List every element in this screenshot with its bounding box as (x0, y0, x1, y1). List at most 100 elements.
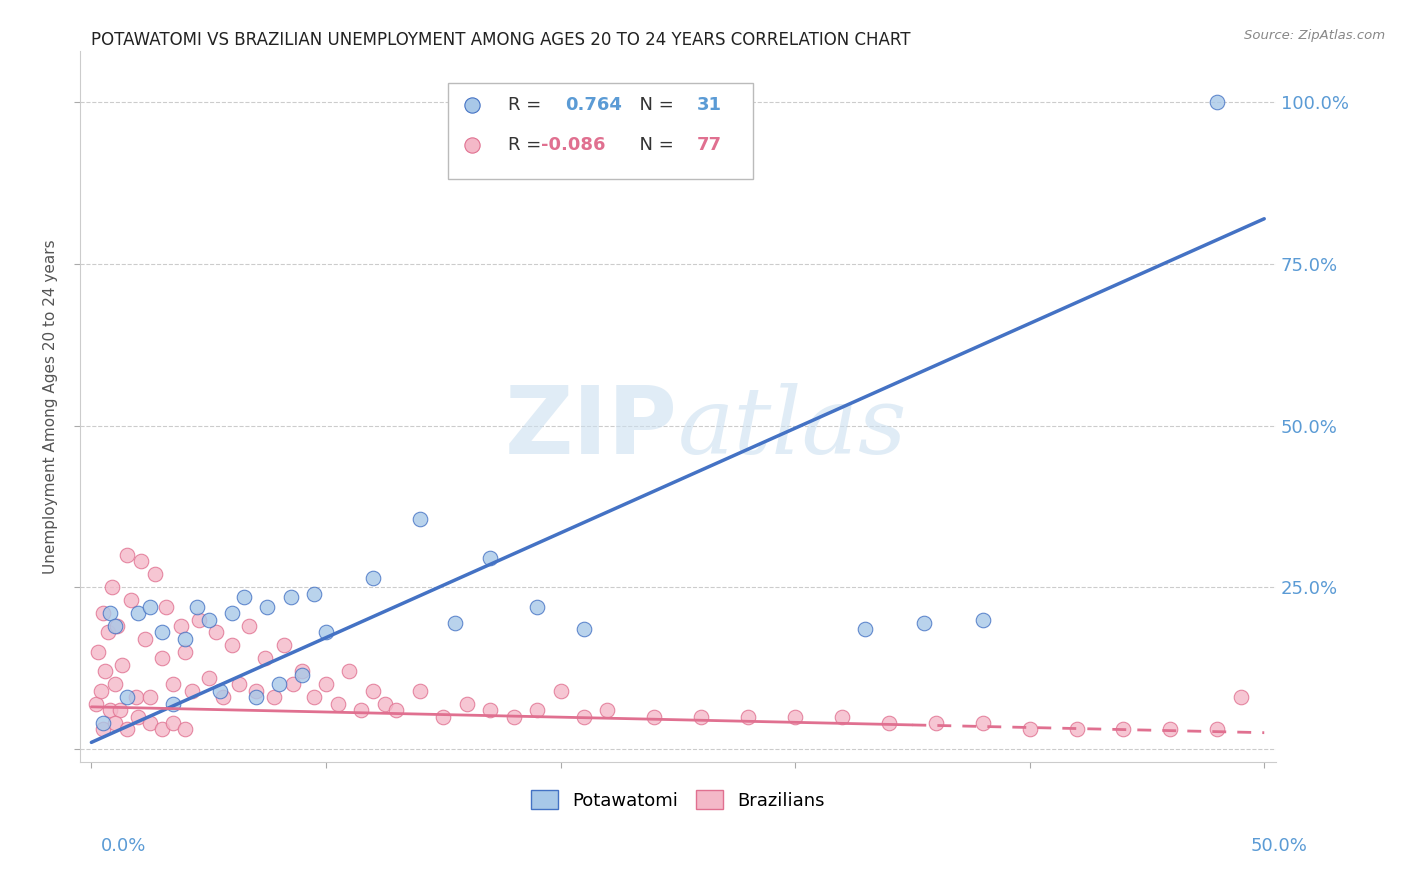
Point (783, 709, 806, 723)
Point (90, 683, 112, 698)
Point (263, 690, 285, 705)
Point (479, 551, 502, 566)
Point (228, 677, 250, 691)
Point (291, 665, 314, 679)
Point (155, 599, 177, 614)
Point (550, 683, 572, 698)
Point (105, 619, 128, 633)
Point (1066, 723, 1088, 737)
Point (84, 697, 107, 711)
Point (232, 590, 254, 604)
Point (169, 619, 191, 633)
Point (150, 625, 173, 640)
Point (526, 703, 548, 717)
Point (134, 632, 156, 646)
Point (211, 690, 233, 705)
Point (315, 625, 337, 640)
Text: atlas: atlas (678, 383, 907, 473)
Point (1206, 95, 1229, 110)
Point (150, 651, 173, 665)
Point (409, 683, 432, 698)
Text: 50.0%: 50.0% (1251, 837, 1308, 855)
Point (245, 690, 267, 705)
Point (115, 723, 138, 737)
Point (596, 703, 619, 717)
Point (302, 587, 325, 601)
Point (204, 625, 226, 640)
Point (1018, 723, 1040, 737)
Text: -0.086: -0.086 (541, 136, 606, 154)
Text: N =: N = (627, 136, 679, 154)
Point (91, 716, 114, 731)
Point (238, 619, 260, 633)
Text: R =: R = (508, 136, 547, 154)
Point (877, 716, 900, 731)
Legend: Potawatomi, Brazilians: Potawatomi, Brazilians (523, 783, 832, 817)
Point (253, 651, 276, 665)
Text: R =: R = (508, 96, 547, 114)
Point (409, 512, 432, 526)
Point (97, 625, 120, 640)
Point (181, 683, 204, 698)
FancyBboxPatch shape (449, 83, 754, 178)
Text: Source: ZipAtlas.com: Source: ZipAtlas.com (1244, 29, 1385, 42)
Point (855, 622, 877, 636)
Point (125, 690, 148, 705)
Point (361, 570, 384, 584)
Text: 0.0%: 0.0% (101, 837, 146, 855)
Point (115, 690, 138, 705)
Point (256, 599, 278, 614)
Point (737, 709, 759, 723)
Point (1229, 690, 1251, 705)
Point (273, 639, 295, 653)
Point (315, 677, 337, 691)
Point (221, 639, 243, 653)
Point (280, 590, 302, 604)
Point (129, 554, 152, 568)
Point (108, 703, 131, 717)
Point (572, 709, 595, 723)
Point (127, 606, 149, 620)
Point (572, 622, 595, 636)
Point (326, 697, 349, 711)
Point (111, 657, 134, 672)
Point (174, 632, 197, 646)
Point (120, 593, 142, 607)
Point (127, 709, 149, 723)
Point (361, 683, 384, 698)
Point (174, 645, 197, 659)
Point (221, 606, 243, 620)
Point (139, 690, 162, 705)
Point (162, 716, 184, 731)
Point (104, 677, 127, 691)
Point (912, 615, 935, 630)
Point (104, 716, 127, 731)
Point (104, 619, 127, 633)
Point (115, 548, 138, 562)
Point (91, 723, 114, 737)
Point (1159, 723, 1181, 737)
Point (444, 615, 467, 630)
Point (188, 613, 211, 627)
Y-axis label: Unemployment Among Ages 20 to 24 years: Unemployment Among Ages 20 to 24 years (44, 239, 58, 574)
Point (139, 599, 162, 614)
Point (245, 683, 267, 698)
Point (291, 667, 314, 681)
Point (925, 716, 948, 731)
Text: N =: N = (627, 96, 679, 114)
Point (972, 716, 994, 731)
Point (150, 723, 173, 737)
Point (91, 606, 114, 620)
Point (831, 709, 853, 723)
Point (339, 665, 361, 679)
Point (374, 697, 396, 711)
Text: POTAWATOMI VS BRAZILIAN UNEMPLOYMENT AMONG AGES 20 TO 24 YEARS CORRELATION CHART: POTAWATOMI VS BRAZILIAN UNEMPLOYMENT AMO… (91, 31, 911, 49)
Point (972, 613, 994, 627)
Point (1206, 723, 1229, 737)
Text: 31: 31 (697, 96, 721, 114)
Point (98, 606, 121, 620)
Point (267, 677, 290, 691)
Point (139, 716, 162, 731)
Point (162, 697, 184, 711)
Point (690, 709, 713, 723)
